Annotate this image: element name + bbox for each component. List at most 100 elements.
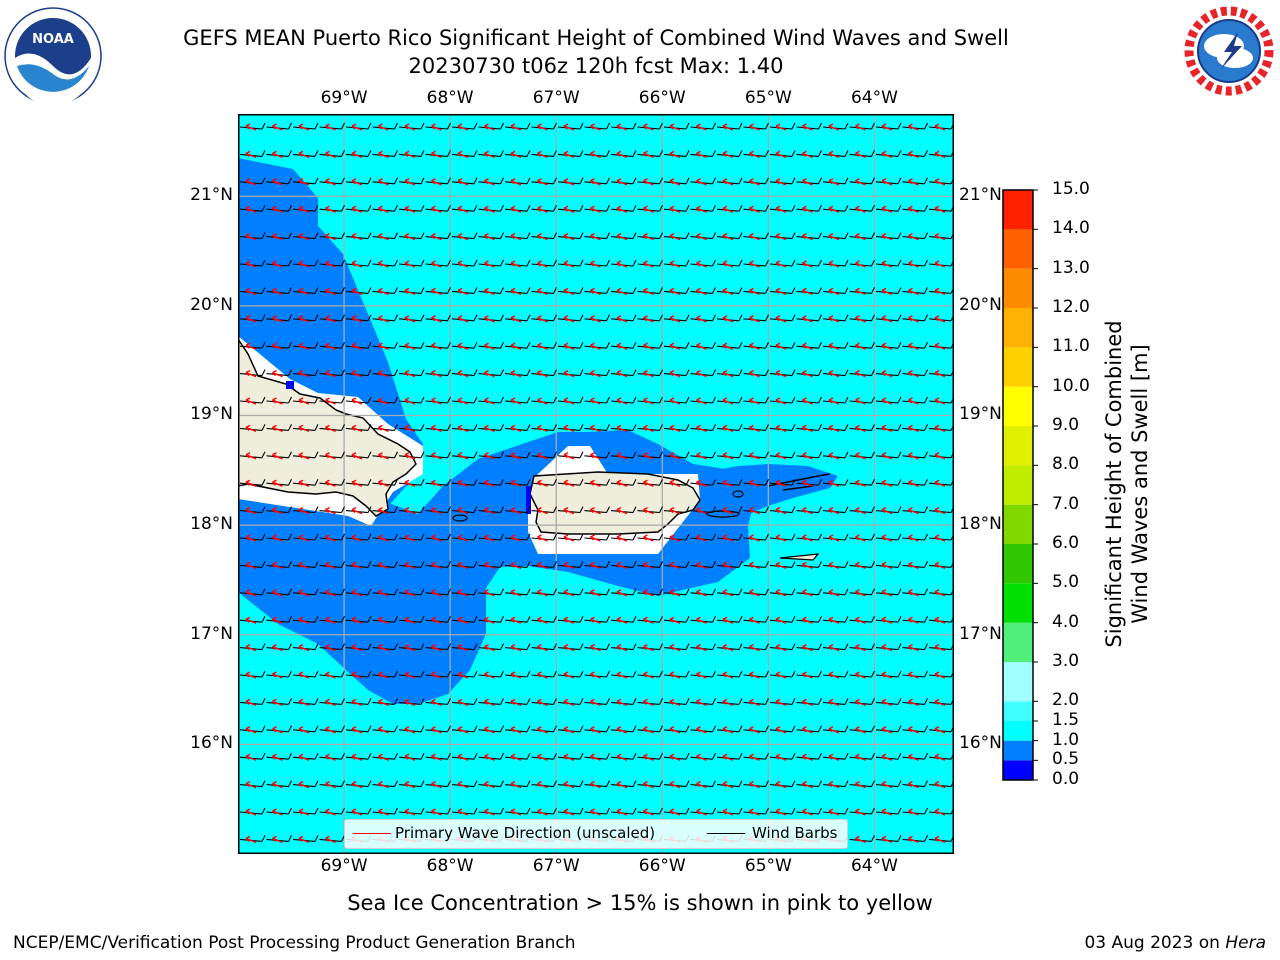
wave-direction-arrow: [855, 150, 866, 159]
wave-direction-arrow: [404, 178, 416, 186]
wave-direction-arrow: [272, 287, 283, 296]
wave-direction-arrow: [272, 205, 283, 213]
wave-direction-arrow: [775, 534, 787, 542]
wave-direction-arrow: [298, 534, 310, 542]
wave-direction-arrow: [828, 315, 840, 323]
wave-direction-arrow: [881, 643, 893, 652]
latitude-tick-label: 18°N: [959, 514, 1002, 535]
wave-direction-arrow: [457, 287, 469, 296]
wave-direction-arrow: [855, 835, 866, 844]
wave-direction-arrow: [351, 753, 363, 761]
wave-direction-arrow: [298, 726, 310, 734]
wave-direction-arrow: [828, 123, 840, 131]
wave-direction-arrow: [404, 150, 416, 159]
colorbar-band: [1003, 583, 1033, 623]
wave-direction-arrow: [934, 452, 946, 460]
wave-direction-arrow: [325, 260, 336, 268]
wave-direction-arrow: [669, 534, 681, 542]
wave-direction-arrow: [934, 150, 946, 159]
wave-direction-arrow: [510, 369, 522, 378]
wave-direction-arrow: [696, 397, 707, 405]
wave-direction-arrow: [484, 369, 495, 378]
wave-direction-arrow: [404, 452, 416, 460]
wave-direction-arrow: [325, 205, 336, 213]
wave-direction-arrow: [298, 479, 310, 487]
wave-direction-arrow: [563, 178, 575, 186]
wave-direction-arrow: [590, 452, 601, 460]
wave-direction-arrow: [669, 260, 681, 268]
wave-direction-arrow: [908, 424, 919, 433]
wave-direction-arrow: [537, 726, 548, 734]
wave-direction-legend-label: Primary Wave Direction (unscaled): [395, 824, 656, 842]
wave-direction-arrow: [643, 780, 654, 789]
wave-direction-arrow: [749, 260, 760, 268]
wave-direction-arrow: [749, 506, 760, 515]
wave-direction-arrow: [510, 287, 522, 296]
wave-direction-arrow: [351, 506, 363, 515]
wave-direction-arrow: [563, 397, 575, 405]
wave-direction-arrow: [722, 452, 734, 460]
wave-direction-arrow: [722, 506, 734, 515]
wave-direction-arrow: [696, 589, 707, 597]
wave-direction-arrow: [537, 808, 548, 816]
wave-direction-arrow: [298, 287, 310, 296]
ocean-darkblue-spot-2: [286, 381, 294, 389]
wave-direction-arrow: [802, 232, 813, 241]
wave-direction-arrow: [404, 342, 416, 350]
wave-direction-arrow: [616, 534, 628, 542]
wave-direction-arrow: [298, 561, 310, 570]
wave-direction-arrow: [775, 232, 787, 241]
wave-direction-arrow: [510, 616, 522, 624]
wave-direction-arrow: [378, 780, 389, 789]
wave-direction-arrow: [325, 315, 336, 323]
wave-direction-arrow: [245, 753, 257, 761]
wave-direction-arrow: [749, 479, 760, 487]
wave-direction-arrow: [245, 205, 257, 213]
colorbar-tick-label: 12.0: [1052, 297, 1090, 317]
noaa-logo-text: NOAA: [32, 32, 74, 47]
wave-direction-arrow: [404, 369, 416, 378]
wave-direction-arrow: [510, 671, 522, 679]
wave-direction-arrow: [881, 260, 893, 268]
wave-direction-arrow: [881, 123, 893, 131]
wave-direction-arrow: [378, 150, 389, 159]
wave-direction-arrow: [272, 342, 283, 350]
wave-direction-arrow: [802, 671, 813, 679]
wave-direction-arrow: [325, 726, 336, 734]
wave-direction-arrow: [749, 780, 760, 789]
wave-direction-arrow: [616, 698, 628, 707]
wave-direction-arrow: [881, 589, 893, 597]
wave-direction-arrow: [272, 753, 283, 761]
wave-direction-arrow: [484, 342, 495, 350]
wave-direction-arrow: [802, 178, 813, 186]
wave-direction-arrow: [643, 589, 654, 597]
colorbar-band: [1003, 760, 1033, 780]
wave-direction-arrow: [272, 643, 283, 652]
wave-direction-arrow: [537, 232, 548, 241]
wave-direction-arrow: [908, 753, 919, 761]
wave-direction-arrow: [563, 424, 575, 433]
wave-direction-arrow: [828, 424, 840, 433]
wave-direction-arrow: [431, 780, 442, 789]
wave-direction-arrow: [749, 808, 760, 816]
wave-direction-arrow: [457, 232, 469, 241]
wave-direction-arrow: [245, 589, 257, 597]
wave-direction-arrow: [616, 753, 628, 761]
wave-direction-arrow: [775, 561, 787, 570]
wave-direction-arrow: [616, 424, 628, 433]
wave-direction-arrow: [749, 698, 760, 707]
map-panel: [237, 114, 955, 854]
wave-direction-arrow: [484, 589, 495, 597]
latitude-tick-label: 17°N: [190, 623, 233, 644]
wave-direction-arrow: [802, 369, 813, 378]
wave-direction-arrow: [457, 178, 469, 186]
colorbar-band: [1003, 544, 1033, 584]
wave-direction-arrow: [696, 205, 707, 213]
wave-direction-arrow: [378, 342, 389, 350]
wave-direction-arrow: [908, 205, 919, 213]
wave-direction-arrow: [828, 616, 840, 624]
wave-direction-arrow: [245, 178, 257, 186]
wave-direction-arrow: [563, 726, 575, 734]
wave-direction-arrow: [802, 506, 813, 515]
wave-direction-arrow: [669, 616, 681, 624]
